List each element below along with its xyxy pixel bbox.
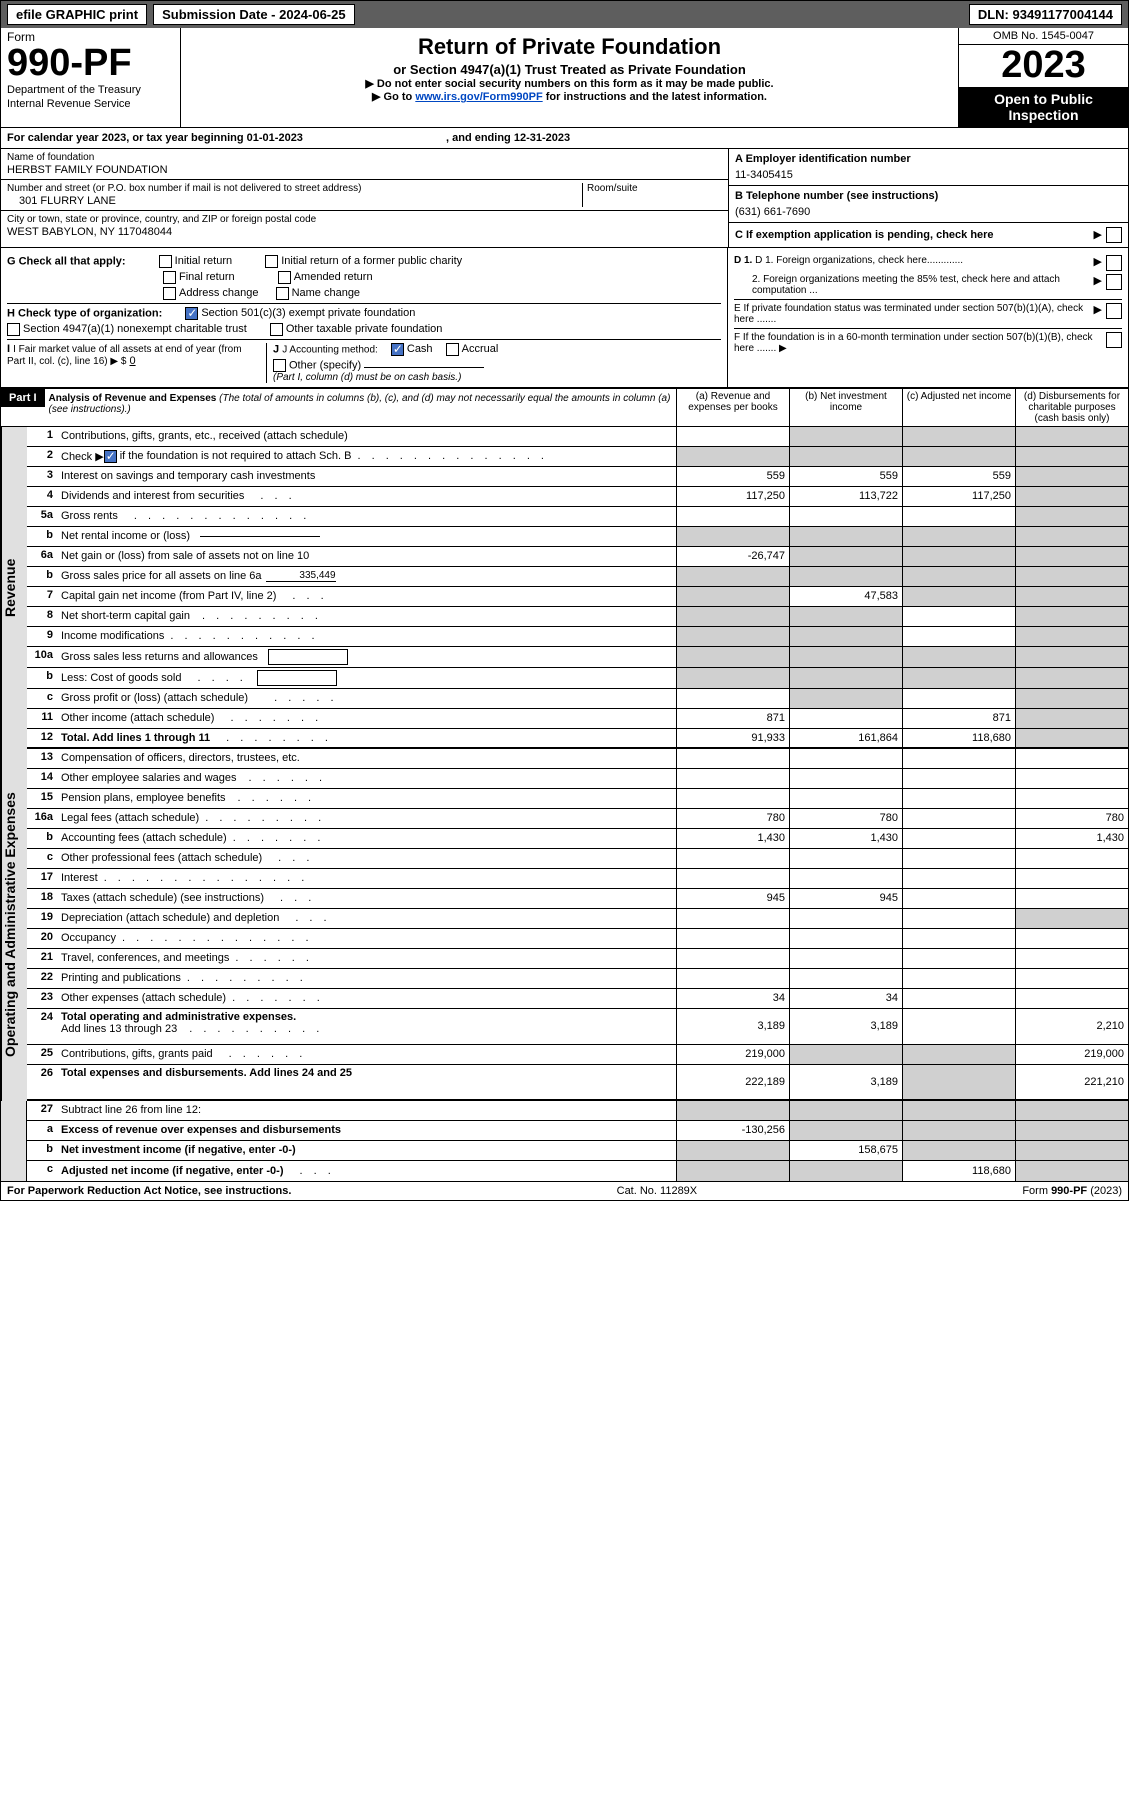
- form-number: 990-PF: [7, 44, 174, 82]
- checkbox-final-return[interactable]: [163, 271, 176, 284]
- part1-label: Part I: [1, 389, 45, 407]
- foundation-name-row: Name of foundation HERBST FAMILY FOUNDAT…: [1, 149, 728, 180]
- submission-date: Submission Date - 2024-06-25: [153, 4, 355, 25]
- exemption-pending-row: C If exemption application is pending, c…: [729, 223, 1128, 247]
- g-row: G Check all that apply: Initial return I…: [7, 255, 721, 268]
- checkbox-f[interactable]: [1106, 332, 1122, 348]
- form-subtitle: or Section 4947(a)(1) Trust Treated as P…: [185, 62, 954, 77]
- checkbox-other-taxable[interactable]: [270, 323, 283, 336]
- checkbox-c[interactable]: [1106, 227, 1122, 243]
- efile-print-button[interactable]: efile GRAPHIC print: [7, 4, 147, 25]
- phone-row: B Telephone number (see instructions) (6…: [729, 186, 1128, 223]
- address-row: Number and street (or P.O. box number if…: [1, 180, 728, 211]
- checkbox-name-change[interactable]: [276, 287, 289, 300]
- tax-year: 2023: [959, 45, 1128, 87]
- checkbox-4947a1[interactable]: [7, 323, 20, 336]
- year-box: OMB No. 1545-0047 2023 Open to Public In…: [958, 28, 1128, 127]
- col-a-header: (a) Revenue and expenses per books: [676, 389, 789, 426]
- checkbox-cash[interactable]: [391, 343, 404, 356]
- col-d-header: (d) Disbursements for charitable purpose…: [1015, 389, 1128, 426]
- expenses-section: Operating and Administrative Expenses 13…: [1, 749, 1128, 1101]
- calendar-year-row: For calendar year 2023, or tax year begi…: [1, 128, 1128, 149]
- checkbox-accrual[interactable]: [446, 343, 459, 356]
- checkbox-initial-former[interactable]: [265, 255, 278, 268]
- identification-block: Name of foundation HERBST FAMILY FOUNDAT…: [1, 149, 1128, 248]
- checkbox-501c3[interactable]: [185, 307, 198, 320]
- form-page: efile GRAPHIC print Submission Date - 20…: [0, 0, 1129, 1201]
- subtract-section: 27Subtract line 26 from line 12: aExcess…: [1, 1101, 1128, 1181]
- checkbox-e[interactable]: [1106, 303, 1122, 319]
- h-row: H Check type of organization: Section 50…: [7, 303, 721, 320]
- ein-row: A Employer identification number 11-3405…: [729, 149, 1128, 186]
- checks-block: G Check all that apply: Initial return I…: [1, 248, 1128, 388]
- col-c-header: (c) Adjusted net income: [902, 389, 1015, 426]
- note-2: ▶ Go to www.irs.gov/Form990PF for instru…: [185, 90, 954, 103]
- checkbox-amended[interactable]: [278, 271, 291, 284]
- checkbox-sch-b[interactable]: [104, 450, 117, 463]
- checkbox-address-change[interactable]: [163, 287, 176, 300]
- i-j-row: I I Fair market value of all assets at e…: [7, 339, 721, 383]
- part1-header: Part I Analysis of Revenue and Expenses …: [1, 388, 1128, 427]
- expenses-label: Operating and Administrative Expenses: [1, 749, 27, 1101]
- dln: DLN: 93491177004144: [969, 4, 1122, 25]
- omb: OMB No. 1545-0047: [959, 28, 1128, 45]
- form-header: Form 990-PF Department of the Treasury I…: [1, 28, 1128, 128]
- revenue-label: Revenue: [1, 427, 27, 749]
- form-title-box: Return of Private Foundation or Section …: [181, 28, 958, 127]
- irs: Internal Revenue Service: [7, 98, 174, 110]
- city-row: City or town, state or province, country…: [1, 211, 728, 241]
- footer: For Paperwork Reduction Act Notice, see …: [1, 1181, 1128, 1200]
- checkbox-other-method[interactable]: [273, 359, 286, 372]
- dept: Department of the Treasury: [7, 84, 174, 96]
- open-public: Open to Public Inspection: [959, 87, 1128, 127]
- checkbox-d2[interactable]: [1106, 274, 1122, 290]
- form-title: Return of Private Foundation: [185, 34, 954, 60]
- form-id-box: Form 990-PF Department of the Treasury I…: [1, 28, 181, 127]
- top-bar: efile GRAPHIC print Submission Date - 20…: [1, 1, 1128, 28]
- checkbox-initial-return[interactable]: [159, 255, 172, 268]
- note-1: ▶ Do not enter social security numbers o…: [185, 77, 954, 90]
- col-b-header: (b) Net investment income: [789, 389, 902, 426]
- form990pf-link[interactable]: www.irs.gov/Form990PF: [415, 91, 542, 103]
- revenue-section: Revenue 1Contributions, gifts, grants, e…: [1, 427, 1128, 749]
- checkbox-d1[interactable]: [1106, 255, 1122, 271]
